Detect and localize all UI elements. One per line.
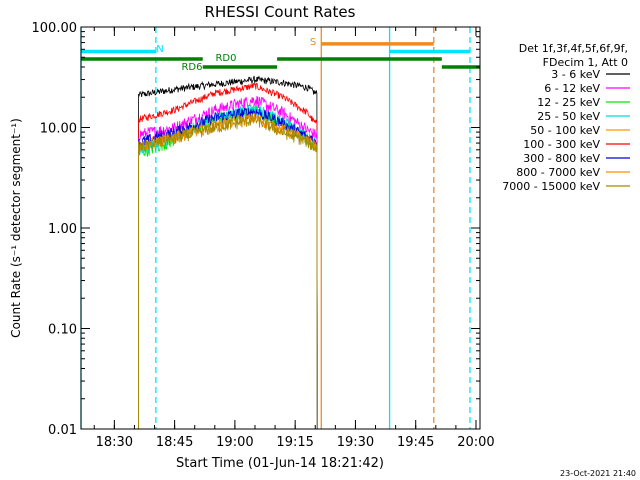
legend-header-0: Det 1f,3f,4f,5f,6f,9f,	[519, 42, 628, 55]
footer-date: 23-Oct-2021 21:40	[560, 469, 636, 478]
y-tick-label-1: 0.10	[48, 323, 77, 338]
legend-label-4: 50 - 100 keV	[530, 124, 600, 137]
series-line-6	[138, 112, 318, 430]
series-line-0	[138, 75, 318, 430]
flag-label-0: N	[156, 44, 163, 55]
legend-label-3: 25 - 50 keV	[537, 110, 600, 123]
legend-label-5: 100 - 300 keV	[523, 138, 600, 151]
chart-title: RHESSI Count Rates	[205, 3, 356, 21]
y-axis-label: Count Rate (s⁻¹ detector segment⁻¹)	[9, 118, 23, 338]
x-axis-label: Start Time (01-Jun-14 18:21:42)	[176, 456, 384, 471]
legend-header-1: FDecim 1, Att 0	[543, 56, 628, 69]
legend-label-2: 12 - 25 keV	[537, 96, 600, 109]
flag-label-3: RD0	[215, 53, 236, 64]
x-tick-label-2: 19:00	[216, 435, 253, 450]
flag-label-4: RD6	[181, 62, 202, 73]
flag-label-2: S	[310, 37, 316, 48]
y-tick-label-3: 10.00	[40, 122, 77, 137]
legend-label-8: 7000 - 15000 keV	[502, 180, 600, 193]
x-tick-label-0: 18:30	[96, 435, 133, 450]
legend-label-6: 300 - 800 keV	[523, 152, 600, 165]
legend-label-0: 3 - 6 keV	[551, 68, 600, 81]
y-tick-label-0: 0.01	[48, 423, 77, 438]
series-line-3	[138, 104, 318, 430]
x-tick-label-5: 19:45	[397, 435, 434, 450]
x-tick-label-1: 18:45	[156, 435, 193, 450]
series-line-7	[138, 112, 318, 430]
series-line-1	[138, 82, 318, 430]
series-line-5	[138, 107, 318, 430]
y-tick-label-2: 1.00	[48, 222, 77, 237]
x-tick-label-6: 20:00	[457, 435, 494, 450]
series-line-4	[138, 104, 318, 430]
x-tick-label-3: 19:15	[276, 435, 313, 450]
y-tick-label-4: 100.00	[32, 21, 78, 36]
x-tick-label-4: 19:30	[337, 435, 374, 450]
legend-label-1: 6 - 12 keV	[544, 82, 600, 95]
legend-label-7: 800 - 7000 keV	[516, 166, 600, 179]
plot-frame	[80, 26, 481, 430]
